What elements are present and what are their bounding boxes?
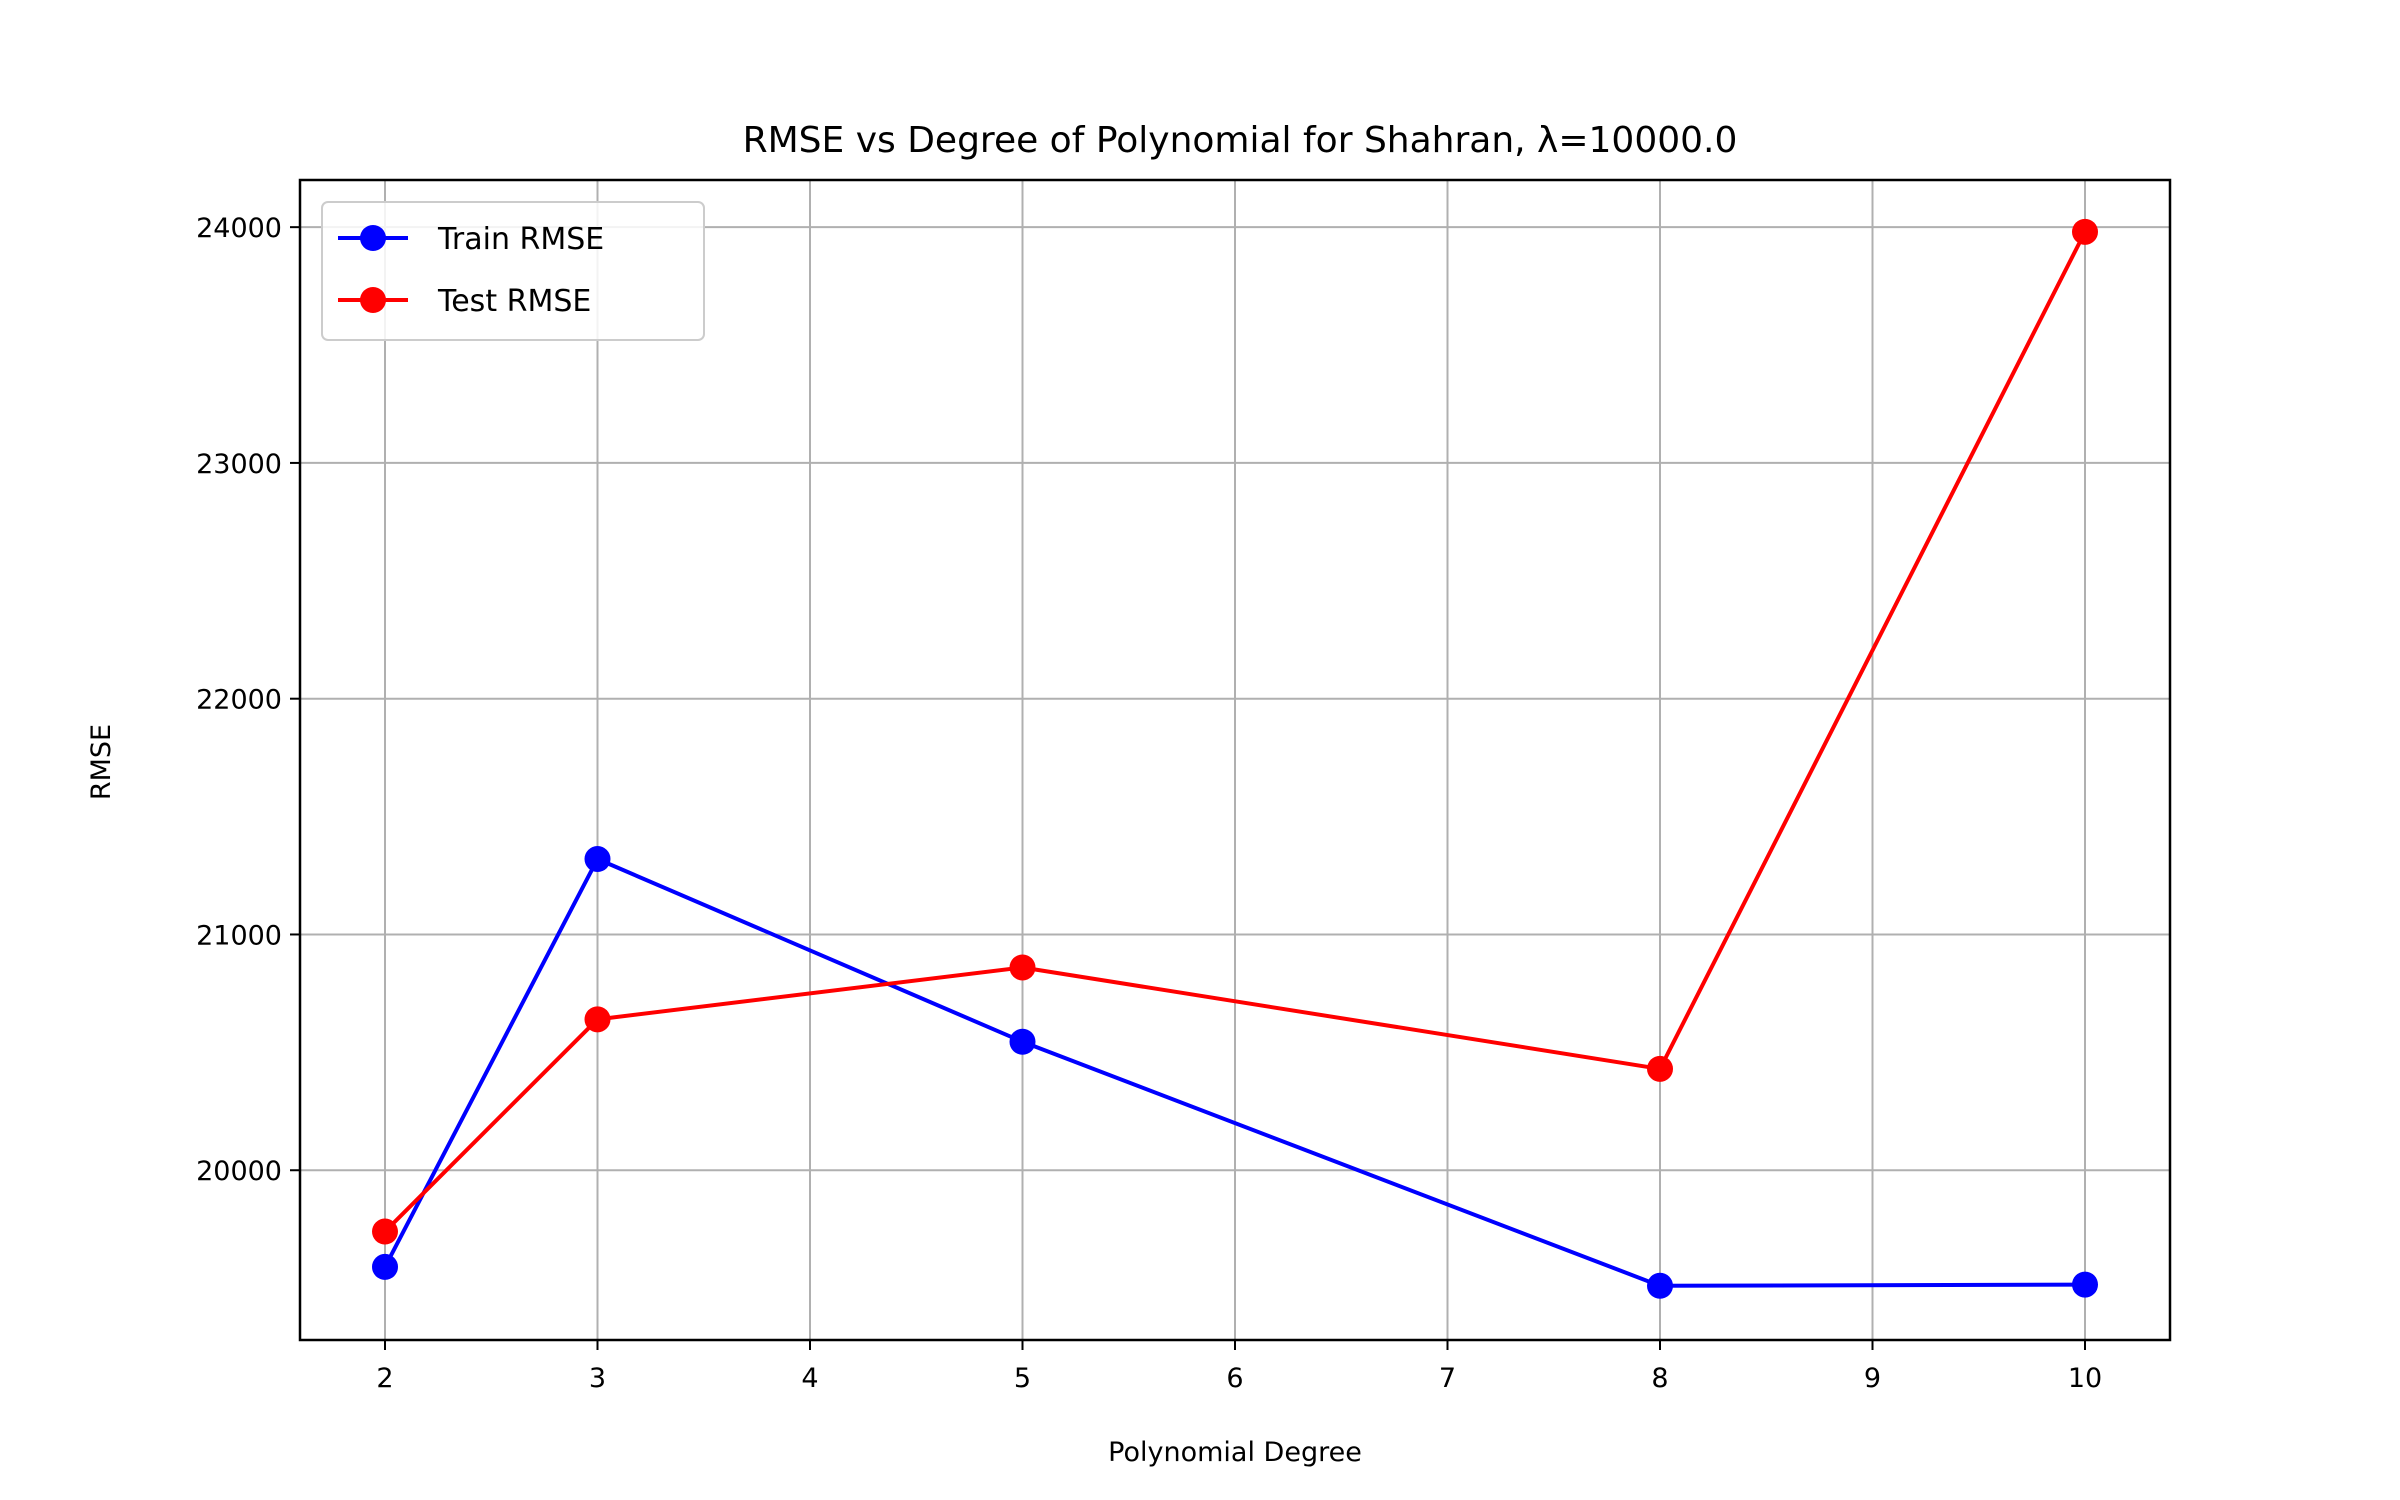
x-tick-label: 6 bbox=[1226, 1363, 1243, 1394]
legend-label: Train RMSE bbox=[437, 222, 604, 257]
x-axis-label: Polynomial Degree bbox=[1108, 1437, 1362, 1468]
y-tick-label: 20000 bbox=[196, 1156, 282, 1187]
legend-entry-test-rmse: Test RMSE bbox=[338, 284, 591, 319]
chart-title: RMSE vs Degree of Polynomial for Shahran… bbox=[743, 120, 1738, 161]
x-axis-ticks: 2 3 4 5 6 7 8 9 10 bbox=[376, 1340, 2102, 1394]
y-tick-label: 24000 bbox=[196, 213, 282, 244]
y-axis-ticks: 20000 21000 22000 23000 24000 bbox=[196, 213, 300, 1187]
legend: Train RMSE Test RMSE bbox=[321, 201, 705, 341]
x-tick-label: 5 bbox=[1014, 1363, 1031, 1394]
x-tick-label: 3 bbox=[589, 1363, 606, 1394]
train-rmse-point bbox=[1647, 1272, 1673, 1299]
x-tick-label: 10 bbox=[2068, 1363, 2102, 1394]
test-rmse-point bbox=[372, 1218, 398, 1245]
y-tick-label: 23000 bbox=[196, 449, 282, 480]
test-rmse-point bbox=[584, 1006, 611, 1033]
train-rmse-point bbox=[584, 846, 611, 873]
y-tick-label: 21000 bbox=[196, 920, 282, 951]
legend-box bbox=[321, 201, 705, 341]
y-tick-label: 22000 bbox=[196, 685, 282, 716]
test-rmse-point bbox=[2072, 218, 2098, 245]
test-rmse-point bbox=[1647, 1055, 1673, 1082]
x-tick-label: 4 bbox=[801, 1363, 818, 1394]
train-rmse-point bbox=[372, 1253, 398, 1280]
legend-items: Train RMSE Test RMSE bbox=[338, 222, 604, 319]
x-tick-label: 9 bbox=[1864, 1363, 1881, 1394]
x-tick-label: 7 bbox=[1439, 1363, 1456, 1394]
train-rmse-series bbox=[372, 846, 2098, 1299]
legend-label: Test RMSE bbox=[437, 284, 591, 319]
train-rmse-point bbox=[1009, 1028, 1036, 1055]
test-rmse-point bbox=[1009, 954, 1036, 981]
series-layer bbox=[372, 218, 2098, 1299]
grid bbox=[300, 180, 2170, 1340]
train-rmse-point bbox=[2072, 1271, 2098, 1298]
x-tick-label: 2 bbox=[376, 1363, 393, 1394]
legend-swatch-marker bbox=[360, 225, 386, 251]
y-axis-label: RMSE bbox=[86, 724, 117, 800]
x-tick-label: 8 bbox=[1651, 1363, 1668, 1394]
test-rmse-series bbox=[372, 218, 2098, 1245]
legend-swatch-marker bbox=[360, 287, 386, 313]
legend-entry-train-rmse: Train RMSE bbox=[338, 222, 604, 257]
